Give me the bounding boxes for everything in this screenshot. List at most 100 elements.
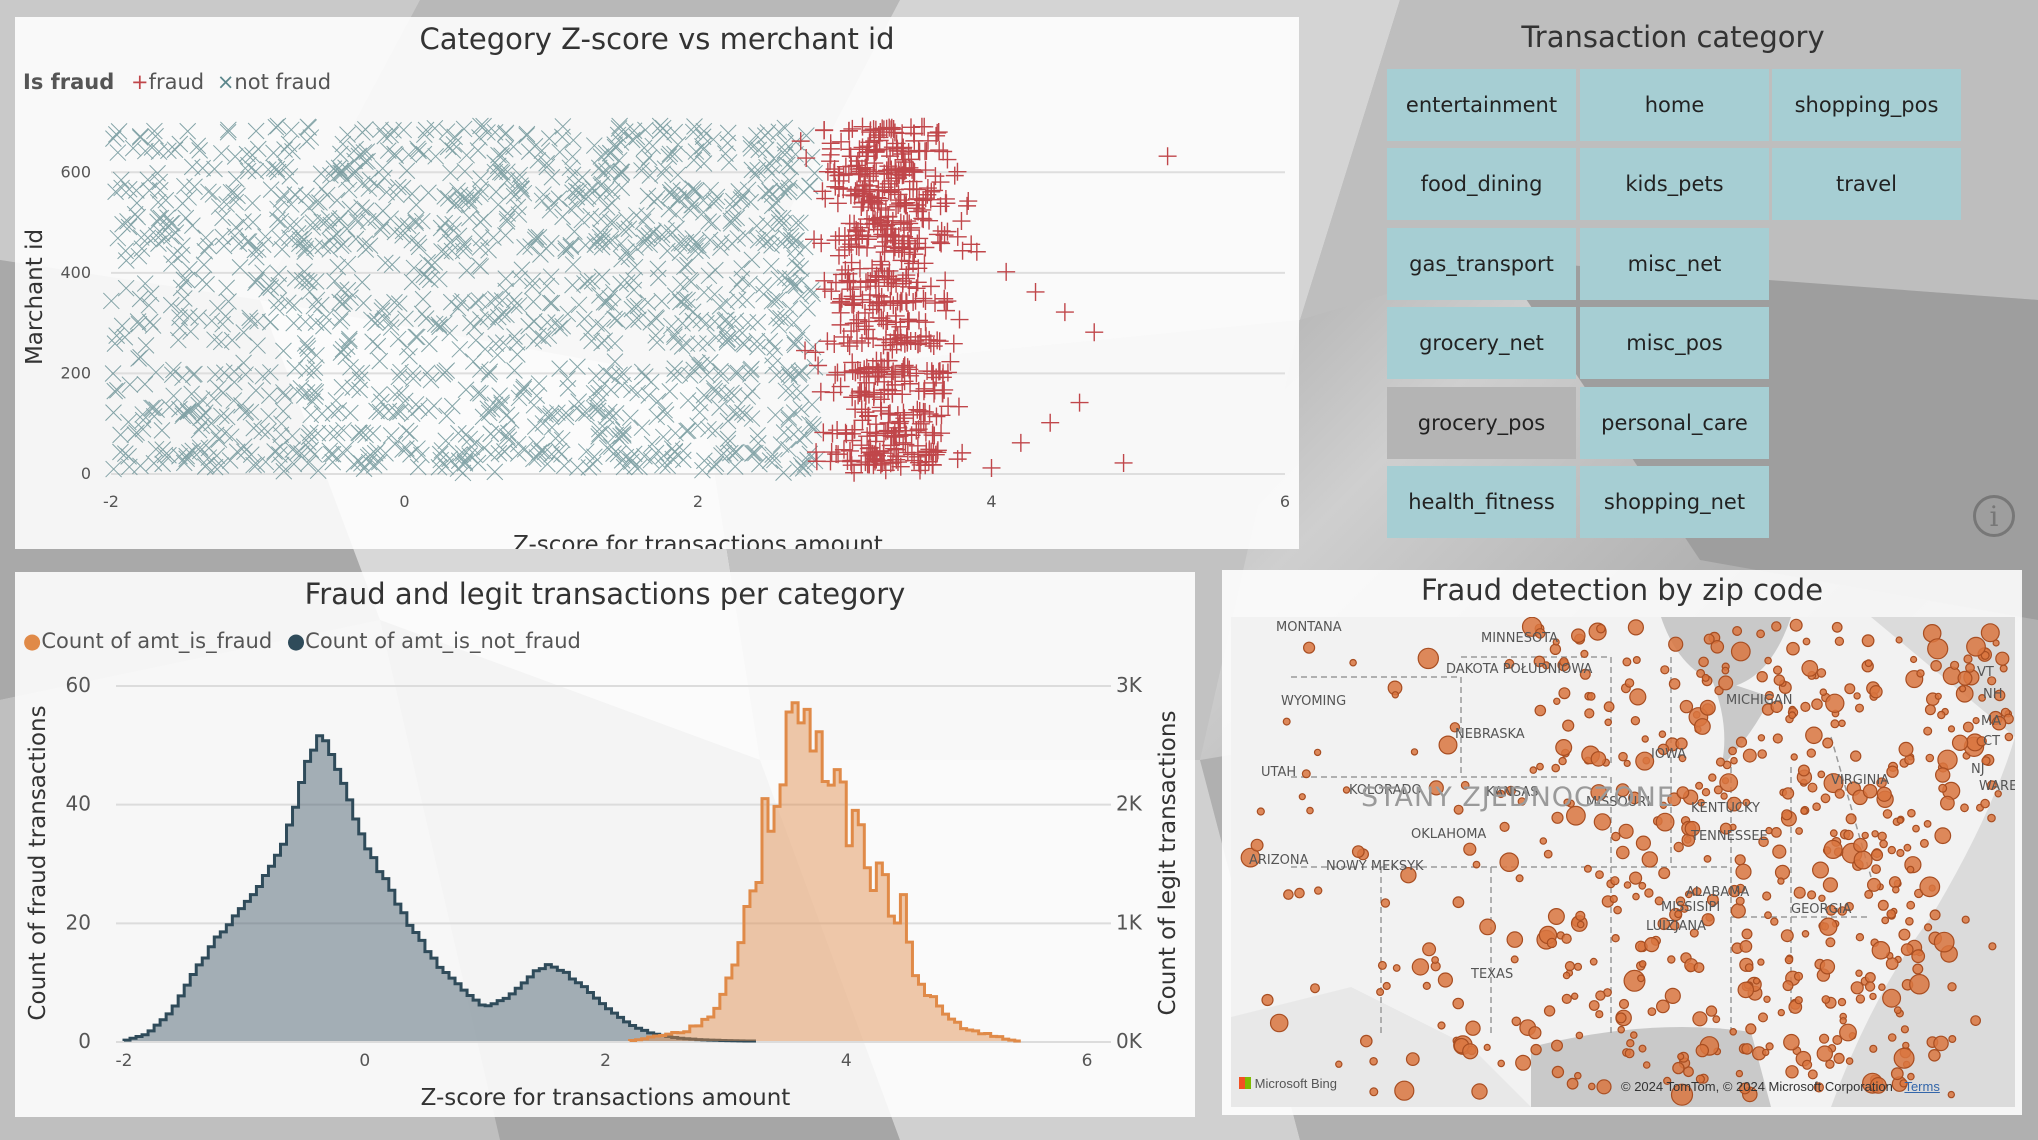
fraud-bubble xyxy=(1951,734,1969,752)
not-fraud-point xyxy=(727,364,744,382)
fraud-bubble xyxy=(1479,918,1497,936)
not-fraud-point xyxy=(540,327,558,345)
state-label: NH xyxy=(1983,687,2003,702)
not-fraud-point xyxy=(418,364,436,382)
not-fraud-point xyxy=(585,137,603,154)
fraud-point xyxy=(886,364,905,383)
not-fraud-point xyxy=(242,312,259,330)
slicer-item-shopping-net[interactable]: shopping_net xyxy=(1580,466,1769,538)
fraud-bubble xyxy=(1850,750,1862,762)
fraud-bubble xyxy=(1497,1059,1506,1068)
not-fraud-point xyxy=(446,128,464,146)
fraud-bubble xyxy=(1561,993,1572,1004)
not-fraud-point xyxy=(458,262,476,279)
fraud-bubble xyxy=(1844,901,1854,912)
slicer-item-food-dining[interactable]: food_dining xyxy=(1387,148,1576,220)
fraud-bubble xyxy=(1696,668,1706,678)
fraud-bubble xyxy=(1777,1008,1786,1017)
not-fraud-point xyxy=(244,213,262,231)
not-fraud-point xyxy=(355,460,373,478)
terms-link[interactable]: Terms xyxy=(1904,1079,1940,1094)
fraud-bubble xyxy=(1534,628,1546,639)
not-fraud-point xyxy=(627,239,645,256)
fraud-bubble xyxy=(1613,905,1622,915)
not-fraud-point xyxy=(306,446,323,463)
not-fraud-point xyxy=(589,399,606,417)
not-fraud-point xyxy=(339,255,357,273)
not-fraud-point xyxy=(512,384,530,401)
fraud-bubble xyxy=(1360,1034,1373,1048)
slicer-item-travel[interactable]: travel xyxy=(1772,148,1961,220)
not-fraud-point xyxy=(271,446,288,463)
not-fraud-point xyxy=(340,330,358,348)
map-view[interactable]: MONTANA MINNESOTA DAKOTA POŁUDNIOWA WYOMING… xyxy=(1231,617,2015,1107)
legend-amt-not-fraud-label[interactable]: Count of amt_is_not_fraud xyxy=(305,629,581,653)
fraud-point xyxy=(898,212,917,231)
slicer-item-misc-pos[interactable]: misc_pos xyxy=(1580,307,1769,379)
fraud-point xyxy=(869,286,888,305)
fraud-bubble xyxy=(1813,1082,1825,1093)
slicer-item-shopping-pos[interactable]: shopping_pos xyxy=(1772,69,1961,141)
fraud-point xyxy=(811,382,830,401)
not-fraud-point xyxy=(509,445,527,462)
not-fraud-point xyxy=(351,424,368,442)
not-fraud-point xyxy=(748,217,766,235)
slicer-item-entertainment[interactable]: entertainment xyxy=(1387,69,1576,141)
not-fraud-point xyxy=(592,379,610,397)
not-fraud-point xyxy=(493,292,511,309)
fraud-bubble xyxy=(1505,785,1516,796)
not-fraud-point xyxy=(763,157,781,174)
fraud-point xyxy=(888,326,907,345)
not-fraud-point xyxy=(275,342,292,360)
not-fraud-point xyxy=(113,317,131,335)
fraud-point xyxy=(805,230,824,249)
fraud-point xyxy=(876,422,895,441)
fraud-bubble xyxy=(1411,958,1430,976)
fraud-bubble xyxy=(1877,899,1889,911)
not-fraud-point xyxy=(174,407,192,425)
legend-fraud-label[interactable]: fraud xyxy=(148,70,205,94)
not-fraud-point xyxy=(628,128,646,146)
map-canvas[interactable] xyxy=(1231,617,2015,1107)
fraud-bubble xyxy=(1801,1059,1813,1070)
slicer-item-health-fitness[interactable]: health_fitness xyxy=(1387,466,1576,538)
y2-tick-label: 0K xyxy=(1116,1029,1143,1053)
info-icon[interactable]: i xyxy=(1973,495,2015,537)
not-fraud-point xyxy=(260,387,278,404)
slicer-item-personal-care[interactable]: personal_care xyxy=(1580,387,1769,459)
not-fraud-point xyxy=(398,162,416,180)
not-fraud-point xyxy=(497,227,514,244)
fraud-bubble xyxy=(1947,1090,1956,1099)
fraud-point xyxy=(898,443,917,462)
not-fraud-point xyxy=(644,137,662,155)
slicer-item-misc-net[interactable]: misc_net xyxy=(1580,228,1769,300)
not-fraud-point xyxy=(493,147,510,165)
fraud-point xyxy=(857,320,876,339)
slicer-item-kids-pets[interactable]: kids_pets xyxy=(1580,148,1769,220)
not-fraud-point xyxy=(318,186,336,204)
not-fraud-point xyxy=(656,160,674,177)
not-fraud-point xyxy=(625,281,643,299)
not-fraud-point xyxy=(509,435,527,453)
fraud-point xyxy=(925,381,944,400)
not-fraud-point xyxy=(413,305,431,323)
not-fraud-point xyxy=(777,228,794,246)
not-fraud-point xyxy=(603,194,621,212)
slicer-item-home[interactable]: home xyxy=(1580,69,1769,141)
slicer-item-grocery-net[interactable]: grocery_net xyxy=(1387,307,1576,379)
not-fraud-point xyxy=(392,363,409,381)
not-fraud-point xyxy=(776,119,794,137)
not-fraud-point xyxy=(132,229,150,246)
not-fraud-point xyxy=(247,248,265,266)
not-fraud-point xyxy=(515,378,533,396)
slicer-item-gas-transport[interactable]: gas_transport xyxy=(1387,228,1576,300)
legend-amt-fraud-label[interactable]: Count of amt_is_fraud xyxy=(41,629,273,653)
legend-not-fraud-label[interactable]: not fraud xyxy=(234,70,332,94)
fraud-point xyxy=(939,397,958,416)
fraud-point xyxy=(884,296,903,315)
fraud-point xyxy=(884,362,903,381)
not-fraud-point xyxy=(749,426,766,444)
slicer-item-grocery-pos[interactable]: grocery_pos xyxy=(1387,387,1576,459)
